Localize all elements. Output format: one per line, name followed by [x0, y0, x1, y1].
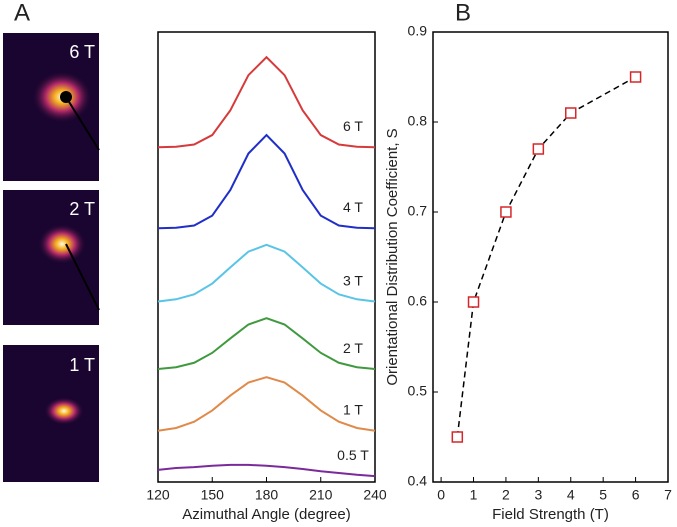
y-axis-label: Orientational Distribution Coefficient, … [384, 128, 401, 385]
plot-frame [432, 31, 669, 483]
y-tick-label: 0.7 [408, 203, 428, 219]
marker [500, 206, 512, 218]
y-tick-label: 0.4 [408, 473, 428, 489]
series-label: 1 T [343, 401, 363, 417]
image-label: 2 T [69, 199, 95, 219]
marker [451, 431, 464, 443]
curve [157, 463, 376, 478]
x-tick-label: 0 [437, 487, 445, 503]
curve [157, 376, 376, 432]
x-tick-label: 120 [146, 487, 170, 503]
x-tick-label: 5 [599, 487, 607, 503]
x-tick-label: 7 [664, 487, 672, 503]
curve [157, 317, 376, 371]
x-tick-label: 210 [309, 487, 333, 503]
curve [157, 133, 376, 230]
image-a: 6 T [3, 33, 100, 181]
x-tick-label: 6 [632, 487, 640, 503]
marker [565, 107, 577, 119]
panel-label: B [455, 0, 471, 26]
image-label: 1 T [69, 355, 95, 375]
series-label: 3 T [343, 272, 363, 288]
y-tick-label: 0.8 [408, 113, 428, 129]
x-axis-label: Field Strength (T) [492, 506, 609, 523]
x-tick-label: 1 [470, 487, 478, 503]
curve [157, 243, 376, 303]
y-tick-label: 0.5 [408, 383, 428, 399]
x-tick-label: 180 [255, 487, 279, 503]
y-tick-label: 0.9 [408, 23, 428, 39]
x-tick-label: 150 [201, 487, 225, 503]
fit-line [456, 76, 636, 438]
panel-label: A [14, 0, 30, 26]
series-label: 2 T [343, 340, 363, 356]
series-label: 0.5 T [337, 447, 369, 463]
image-c: 1 T [3, 345, 99, 482]
x-tick-label: 4 [567, 487, 575, 503]
image-b: 2 T [3, 190, 100, 325]
x-tick-label: 240 [363, 487, 387, 503]
y-tick-label: 0.6 [408, 293, 428, 309]
x-axis-label: Azimuthal Angle (degree) [182, 506, 350, 523]
image-label: 6 T [69, 42, 95, 62]
marker [532, 143, 545, 155]
series-label: 6 T [343, 118, 363, 134]
series-label: 4 T [343, 199, 363, 215]
marker [467, 296, 480, 308]
marker [629, 71, 642, 83]
x-tick-label: 3 [534, 487, 542, 503]
x-tick-label: 2 [502, 487, 510, 503]
curve [157, 55, 376, 149]
